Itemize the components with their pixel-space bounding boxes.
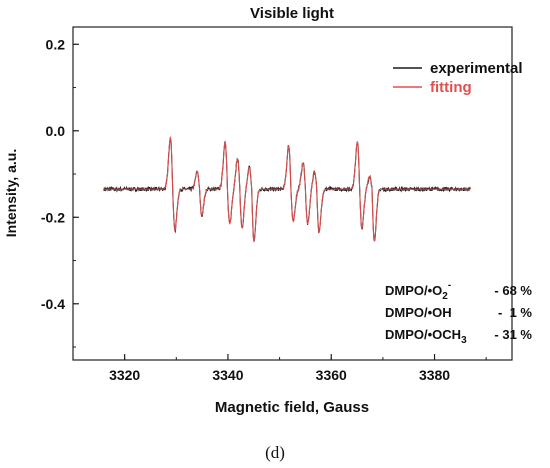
component-label: DMPO/•O2- bbox=[385, 280, 451, 302]
x-tick-label: 3340 bbox=[212, 367, 243, 383]
y-axis-label: Intensity, a.u. bbox=[3, 149, 19, 237]
legend-label-experimental: experimental bbox=[430, 60, 523, 77]
x-tick-label: 3380 bbox=[419, 367, 450, 383]
series-line-fitting bbox=[103, 135, 471, 243]
component-value: - 68 % bbox=[494, 283, 532, 298]
legend-label-fitting: fitting bbox=[430, 79, 472, 96]
plot-frame bbox=[72, 26, 513, 361]
y-tick-label: -0.2 bbox=[41, 209, 65, 225]
y-tick-label: -0.4 bbox=[41, 296, 65, 312]
x-tick-label: 3320 bbox=[109, 367, 140, 383]
y-axis: -0.4 -0.2 0.0 0.2 bbox=[41, 36, 79, 348]
component-label: DMPO/•OH bbox=[385, 305, 452, 320]
component-value: - 1 % bbox=[498, 305, 532, 320]
x-tick-label: 3360 bbox=[316, 367, 347, 383]
y-tick-label: 0.2 bbox=[46, 36, 66, 52]
x-axis-label: Magnetic field, Gauss bbox=[215, 399, 369, 416]
legend: experimental fitting bbox=[393, 60, 523, 96]
component-table: DMPO/•O2- - 68 % DMPO/•OH - 1 % DMPO/•OCH3 - … bbox=[385, 280, 532, 346]
x-axis: 3320 3340 3360 3380 bbox=[109, 354, 487, 383]
series-group bbox=[103, 135, 471, 243]
panel-label: (d) bbox=[265, 443, 285, 462]
y-tick-label: 0.0 bbox=[46, 123, 66, 139]
component-value: - 31 % bbox=[494, 327, 532, 342]
component-label: DMPO/•OCH3 bbox=[385, 327, 467, 346]
chart-title: Visible light bbox=[250, 5, 334, 22]
